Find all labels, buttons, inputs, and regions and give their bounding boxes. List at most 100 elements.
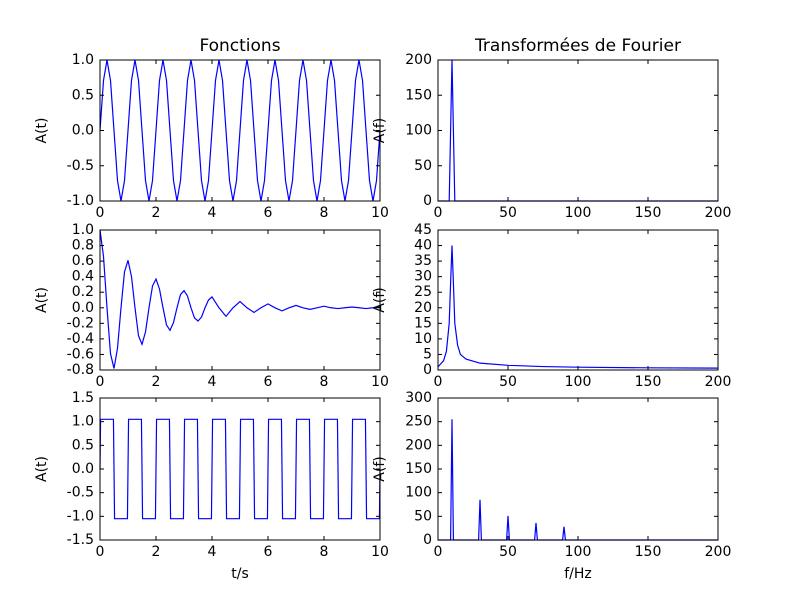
y-tick-label: 0 bbox=[423, 193, 432, 209]
x-tick-label: 100 bbox=[565, 205, 592, 221]
axes-background bbox=[438, 230, 718, 370]
axes-frame bbox=[99, 229, 381, 371]
x-tick-label: 0 bbox=[96, 374, 105, 390]
y-tick-label: 20 bbox=[414, 300, 432, 316]
x-tick-label: 4 bbox=[208, 544, 217, 560]
y-tick-label: 250 bbox=[405, 414, 432, 430]
x-tick-label: 6 bbox=[264, 205, 273, 221]
y-tick-label: 150 bbox=[405, 461, 432, 477]
y-tick-label: 25 bbox=[414, 284, 432, 300]
axes-frame bbox=[99, 59, 381, 202]
y-tick-label: 0.2 bbox=[72, 284, 94, 300]
y-tick-label: -0.6 bbox=[67, 346, 94, 362]
x-tick-label: 10 bbox=[371, 544, 389, 560]
y-tick-label: 5 bbox=[423, 346, 432, 362]
y-axis-label: A(t) bbox=[34, 287, 50, 313]
y-tick-label: -0.4 bbox=[67, 331, 94, 347]
y-axis-label: A(t) bbox=[34, 118, 50, 144]
x-tick-label: 0 bbox=[434, 544, 443, 560]
data-line bbox=[99, 229, 381, 369]
axes-background bbox=[438, 60, 718, 201]
x-tick-label: 10 bbox=[371, 374, 389, 390]
y-tick-label: -0.2 bbox=[67, 315, 94, 331]
x-tick-label: 150 bbox=[635, 205, 662, 221]
x-tick-label: 10 bbox=[371, 205, 389, 221]
x-tick-label: 100 bbox=[565, 544, 592, 560]
y-axis-label: A(f) bbox=[372, 118, 388, 143]
y-tick-label: -0.5 bbox=[67, 158, 94, 174]
y-tick-label: 1.0 bbox=[72, 222, 94, 238]
data-line bbox=[438, 419, 718, 541]
x-tick-label: 200 bbox=[705, 374, 732, 390]
y-tick-label: 0.0 bbox=[72, 123, 94, 139]
y-tick-label: 0.4 bbox=[72, 269, 94, 285]
y-axis-label: A(f) bbox=[372, 456, 388, 481]
data-line bbox=[437, 245, 719, 369]
y-tick-label: 40 bbox=[414, 238, 432, 254]
data-line bbox=[99, 418, 381, 520]
x-tick-label: 2 bbox=[152, 205, 161, 221]
x-tick-label: 2 bbox=[152, 374, 161, 390]
y-tick-label: 0.6 bbox=[72, 253, 94, 269]
y-tick-label: 0 bbox=[423, 532, 432, 548]
x-tick-label: 4 bbox=[208, 374, 217, 390]
y-tick-label: -1.0 bbox=[67, 508, 94, 524]
axes-background bbox=[100, 230, 380, 370]
x-tick-label: 8 bbox=[320, 374, 329, 390]
x-tick-label: 0 bbox=[96, 544, 105, 560]
x-axis-label: t/s bbox=[231, 566, 249, 582]
y-tick-label: 30 bbox=[414, 269, 432, 285]
y-tick-label: 35 bbox=[414, 253, 432, 269]
y-tick-label: 100 bbox=[405, 485, 432, 501]
axes-frame bbox=[437, 229, 719, 371]
x-tick-label: 150 bbox=[635, 544, 662, 560]
y-tick-label: 200 bbox=[405, 52, 432, 68]
x-tick-label: 0 bbox=[434, 205, 443, 221]
x-tick-label: 6 bbox=[264, 374, 273, 390]
y-tick-label: 50 bbox=[414, 508, 432, 524]
axes-frame bbox=[437, 59, 719, 202]
y-tick-label: 0 bbox=[423, 362, 432, 378]
y-tick-label: 300 bbox=[405, 390, 432, 406]
y-tick-label: 10 bbox=[414, 331, 432, 347]
axes-title: Transformées de Fourier bbox=[474, 36, 681, 56]
x-axis-label: f/Hz bbox=[564, 566, 592, 582]
x-tick-label: 50 bbox=[499, 544, 517, 560]
y-tick-label: 0.5 bbox=[72, 87, 94, 103]
axes-title: Fonctions bbox=[199, 36, 280, 56]
x-tick-label: 200 bbox=[705, 205, 732, 221]
axes-frame bbox=[437, 397, 719, 541]
x-tick-label: 50 bbox=[499, 205, 517, 221]
y-tick-label: 0.8 bbox=[72, 238, 94, 254]
x-tick-label: 150 bbox=[635, 374, 662, 390]
x-tick-label: 8 bbox=[320, 544, 329, 560]
y-tick-label: -0.5 bbox=[67, 485, 94, 501]
y-tick-label: 0.0 bbox=[72, 461, 94, 477]
x-tick-label: 2 bbox=[152, 544, 161, 560]
x-tick-label: 6 bbox=[264, 544, 273, 560]
axes-frame bbox=[99, 397, 381, 541]
y-tick-label: 1.0 bbox=[72, 414, 94, 430]
data-line bbox=[99, 59, 381, 202]
y-tick-label: -1.0 bbox=[67, 193, 94, 209]
x-tick-label: 100 bbox=[565, 374, 592, 390]
axes-background bbox=[438, 398, 718, 540]
x-tick-label: 8 bbox=[320, 205, 329, 221]
x-tick-label: 50 bbox=[499, 374, 517, 390]
y-tick-label: 150 bbox=[405, 87, 432, 103]
y-axis-label: A(f) bbox=[372, 287, 388, 312]
y-tick-label: 15 bbox=[414, 315, 432, 331]
y-tick-label: 100 bbox=[405, 123, 432, 139]
y-tick-label: -1.5 bbox=[67, 532, 94, 548]
y-tick-label: 45 bbox=[414, 222, 432, 238]
y-tick-label: -0.8 bbox=[67, 362, 94, 378]
x-tick-label: 200 bbox=[705, 544, 732, 560]
y-tick-label: 0.5 bbox=[72, 437, 94, 453]
y-tick-label: 0.0 bbox=[72, 300, 94, 316]
y-tick-label: 200 bbox=[405, 437, 432, 453]
y-axis-label: A(t) bbox=[34, 456, 50, 482]
y-tick-label: 1.0 bbox=[72, 52, 94, 68]
x-tick-label: 0 bbox=[96, 205, 105, 221]
